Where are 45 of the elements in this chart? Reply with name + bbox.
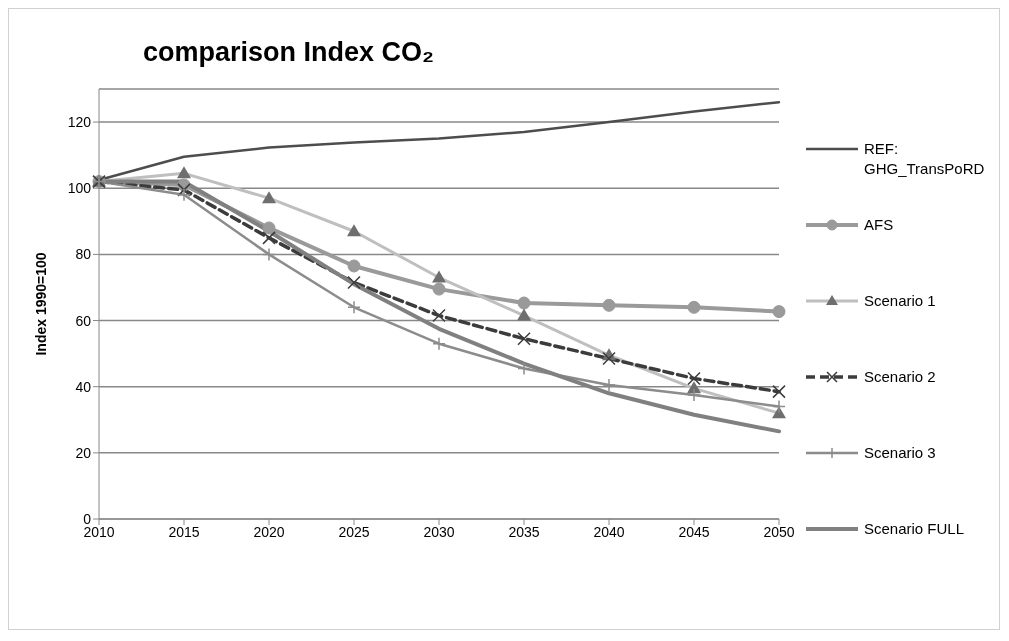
point [432, 308, 446, 323]
x-tick-label: 2040 [593, 523, 625, 540]
x-tick-label: 2050 [763, 523, 795, 540]
y-tick-label: 80 [75, 246, 92, 263]
point [772, 384, 786, 399]
legend-label: REF: GHG_TransPoRD [864, 139, 985, 179]
y-tick-label: 20 [75, 444, 92, 461]
point [177, 183, 191, 197]
point [347, 259, 361, 273]
point [347, 300, 361, 315]
point [772, 399, 786, 414]
point [517, 331, 531, 346]
point [262, 221, 276, 235]
legend-label: Scenario 3 [864, 443, 937, 463]
point [262, 247, 276, 262]
point [517, 296, 531, 310]
legend-label: Scenario 1 [864, 291, 937, 311]
y-tick-label: 60 [75, 312, 92, 329]
x-tick-label: 2025 [338, 523, 370, 540]
point [262, 231, 276, 245]
chart-title: comparison Index CO₂ [143, 37, 435, 68]
legend-label: AFS [864, 215, 895, 235]
point [177, 188, 191, 202]
point [687, 388, 701, 402]
y-tick-label: 100 [67, 180, 92, 197]
y-axis-title: Index 1990=100 [32, 252, 49, 356]
x-tick-label: 2030 [423, 523, 455, 540]
legend-label: Scenario 2 [864, 367, 937, 387]
point [602, 351, 616, 366]
point [432, 282, 446, 296]
point [687, 371, 701, 386]
legend-label: Scenario FULL [864, 519, 966, 539]
x-tick-label: 2015 [168, 523, 200, 540]
point [687, 300, 701, 314]
point [347, 275, 361, 290]
y-tick-label: 40 [75, 378, 92, 395]
point [432, 336, 446, 351]
y-tick-label: 120 [67, 114, 92, 131]
x-tick-label: 2045 [678, 523, 710, 540]
point [602, 378, 616, 392]
x-tick-label: 2035 [508, 523, 540, 540]
point [772, 305, 786, 319]
x-tick-label: 2020 [253, 523, 285, 540]
point [517, 361, 531, 376]
point [602, 298, 616, 312]
